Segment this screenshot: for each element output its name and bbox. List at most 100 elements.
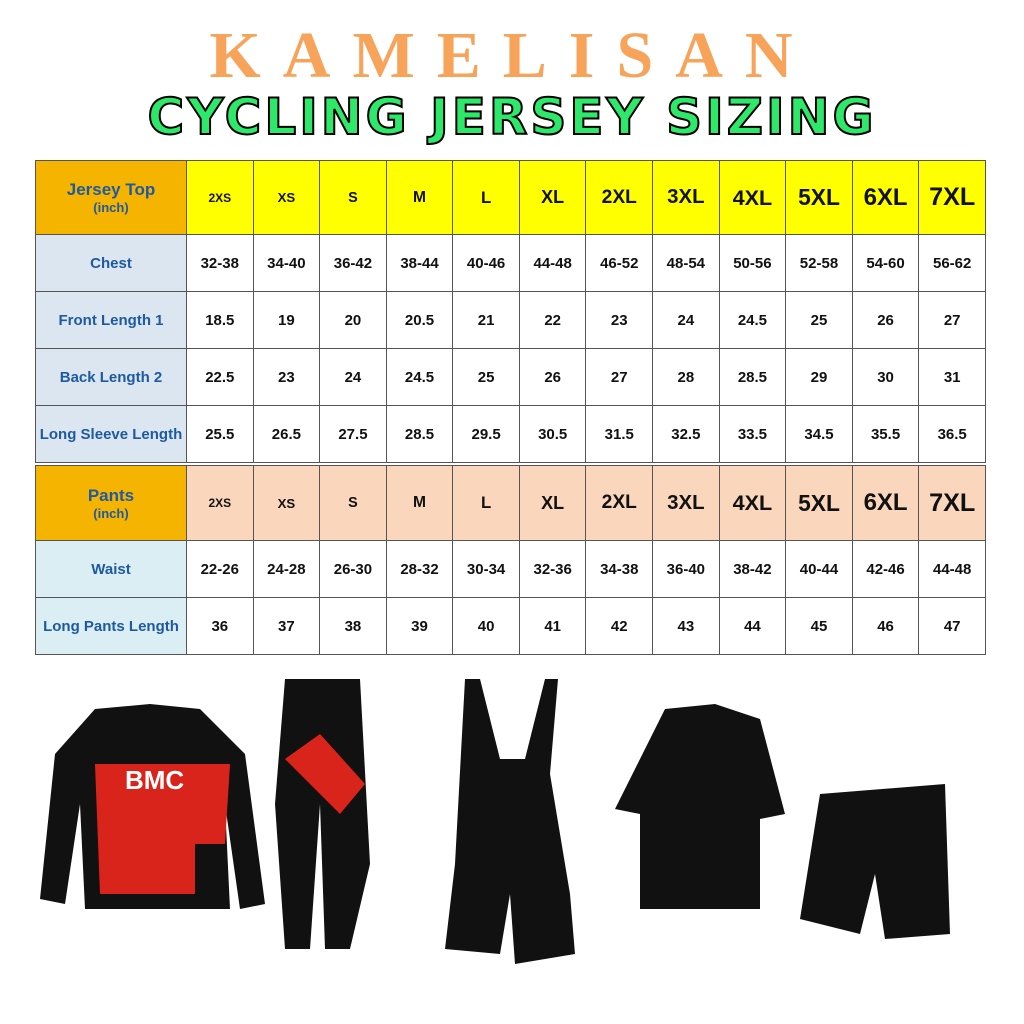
size-value: 25: [785, 291, 853, 349]
row-label: Chest: [35, 234, 187, 292]
size-value: 36: [186, 597, 254, 655]
short-jersey: [615, 704, 785, 909]
size-value: 38-44: [385, 234, 454, 292]
size-value: 32-36: [518, 540, 587, 598]
size-header: 7XL: [918, 465, 986, 541]
size-header: S: [319, 465, 387, 541]
size-value: 52-58: [785, 234, 853, 292]
size-header: 7XL: [918, 160, 986, 235]
size-header: 2XL: [585, 465, 654, 541]
product-images: BMC: [40, 679, 950, 964]
size-header: M: [385, 465, 454, 541]
size-value: 27: [918, 291, 986, 349]
size-value: 26: [851, 291, 920, 349]
size-value: 45: [785, 597, 853, 655]
table-unit: (inch): [93, 200, 129, 215]
size-value: 44: [718, 597, 787, 655]
size-header: 2XL: [585, 160, 654, 235]
data-row: Waist 22-26 24-28 26-30 28-32 30-34 32-36 34-38…: [35, 540, 986, 598]
size-value: 31: [918, 348, 986, 406]
size-value: 24: [652, 291, 720, 349]
size-value: 36-40: [652, 540, 720, 598]
size-header: M: [385, 160, 454, 235]
data-row: Back Length 2 22.5 23 24 24.5 25 26 27 28 28.5 29 3…: [35, 348, 986, 406]
size-value: 50-56: [718, 234, 787, 292]
size-value: 26-30: [319, 540, 387, 598]
size-value: 46-52: [585, 234, 654, 292]
table-unit: (inch): [93, 505, 129, 521]
title: CYCLING JERSEY SIZING: [147, 87, 877, 147]
size-value: 28.5: [718, 348, 787, 406]
size-value: 24.5: [385, 348, 454, 406]
size-value: 22: [518, 291, 587, 349]
data-row: Long Pants Length 36 37 38 39 40 41 42 43 44 45 46 4…: [35, 597, 986, 655]
size-header: XL: [518, 160, 587, 235]
brand: KAMELISAN: [209, 19, 815, 92]
size-table: Pants (inch) 2XS XS S M L XL 2XL 3XL 4XL 5XL 6XL 7XL W…: [35, 465, 986, 655]
size-value: 25.5: [186, 405, 254, 463]
size-value: 54-60: [851, 234, 920, 292]
size-value: 39: [385, 597, 454, 655]
header-row: Jersey Top (inch) 2XS XS S M L XL 2XL 3XL 4XL 5XL 6X…: [35, 160, 986, 235]
row-label: Back Length 2: [35, 348, 187, 406]
size-header: 6XL: [851, 160, 920, 235]
size-value: 22.5: [186, 348, 254, 406]
size-value: 40-46: [452, 234, 520, 292]
size-header: 5XL: [785, 465, 853, 541]
size-table: Jersey Top (inch) 2XS XS S M L XL 2XL 3XL 4XL 5XL 6X…: [35, 160, 986, 463]
size-header: 2XS: [186, 465, 254, 541]
size-value: 44-48: [518, 234, 587, 292]
size-value: 44-48: [918, 540, 986, 598]
size-value: 18.5: [186, 291, 254, 349]
size-value: 26.5: [252, 405, 321, 463]
size-value: 38: [319, 597, 387, 655]
size-value: 36-42: [319, 234, 387, 292]
size-value: 29: [785, 348, 853, 406]
size-header: L: [452, 160, 520, 235]
size-value: 20: [319, 291, 387, 349]
size-value: 34-40: [252, 234, 321, 292]
size-value: 41: [518, 597, 587, 655]
long-jersey: BMC: [40, 704, 265, 909]
long-pants: [275, 679, 370, 949]
size-value: 37: [252, 597, 321, 655]
size-header: XS: [252, 160, 321, 235]
size-value: 22-26: [186, 540, 254, 598]
size-header: 3XL: [652, 160, 720, 235]
size-header: XL: [518, 465, 587, 541]
table-heading: Jersey Top: [66, 180, 156, 199]
row-label: Long Pants Length: [35, 597, 187, 655]
size-value: 28.5: [385, 405, 454, 463]
size-value: 42: [585, 597, 654, 655]
table-heading: Pants: [87, 485, 135, 505]
size-value: 27.5: [319, 405, 387, 463]
size-value: 19: [252, 291, 321, 349]
size-value: 26: [518, 348, 587, 406]
size-header: 4XL: [718, 160, 787, 235]
size-value: 40: [452, 597, 520, 655]
svg-text:BMC: BMC: [125, 765, 184, 795]
size-value: 23: [585, 291, 654, 349]
size-value: 35.5: [851, 405, 920, 463]
data-row: Front Length 1 18.5 19 20 20.5 21 22 23 24 24.5 25…: [35, 291, 986, 349]
size-header: 4XL: [718, 465, 787, 541]
size-value: 28-32: [385, 540, 454, 598]
shorts: [800, 784, 950, 939]
bib-shorts: [445, 679, 575, 964]
row-label: Waist: [35, 540, 187, 598]
size-value: 20.5: [385, 291, 454, 349]
header-cell: Pants (inch): [35, 465, 187, 541]
size-value: 48-54: [652, 234, 720, 292]
size-value: 27: [585, 348, 654, 406]
size-value: 36.5: [918, 405, 986, 463]
size-value: 23: [252, 348, 321, 406]
size-value: 42-46: [851, 540, 920, 598]
size-value: 31.5: [585, 405, 654, 463]
size-header: XS: [252, 465, 321, 541]
size-value: 56-62: [918, 234, 986, 292]
size-value: 24-28: [252, 540, 321, 598]
size-value: 30: [851, 348, 920, 406]
size-value: 32.5: [652, 405, 720, 463]
data-row: Chest 32-38 34-40 36-42 38-44 40-46 44-48 46-52…: [35, 234, 986, 292]
